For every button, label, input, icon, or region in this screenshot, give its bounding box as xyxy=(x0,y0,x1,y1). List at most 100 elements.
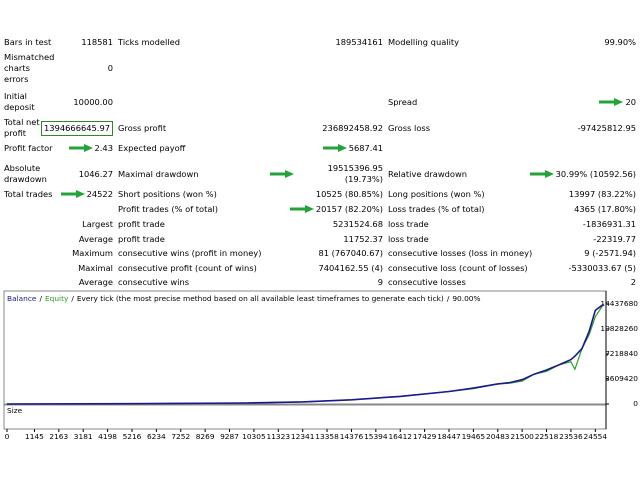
report-row: Total trades 24522 Short positions (won %)… xyxy=(0,187,640,201)
plot-frame xyxy=(3,290,607,405)
report-row: Absolute drawdown 1046.27 Maximal drawdown… xyxy=(0,160,640,188)
report-value: 2.43 xyxy=(56,141,113,155)
cell-text: loss trade xyxy=(388,218,429,229)
x-tick-label: 16412 xyxy=(388,432,412,441)
report-row: Initial deposit 10000.00 Spread 20 xyxy=(0,89,640,115)
cell-text: 118581 xyxy=(81,36,113,47)
cell-text: 236892458.92 xyxy=(322,122,383,133)
cell-text: 99.90% xyxy=(604,36,636,47)
report-label: Mismatched charts errors xyxy=(4,49,56,87)
cell-text: profit trade xyxy=(118,218,165,229)
arrow-icon xyxy=(322,144,347,152)
cell-text: Short positions (won %) xyxy=(118,188,217,199)
cell-text: 10525 (80.85%) xyxy=(315,188,383,199)
report-label: consecutive losses (loss in money) xyxy=(388,246,538,260)
cell-text: Relative drawdown xyxy=(388,168,468,179)
report-value: 81 (767040.67) xyxy=(270,246,383,260)
report-label: profit trade xyxy=(118,232,268,246)
cell-text: consecutive profit (count of wins) xyxy=(118,262,257,273)
report-value: 11752.37 xyxy=(270,232,383,246)
arrow-icon xyxy=(529,170,554,178)
x-tick-label: 24554 xyxy=(584,432,608,441)
report-label: Bars in test xyxy=(4,35,56,49)
cell-text: Gross profit xyxy=(118,122,167,133)
cell-text: Initial deposit xyxy=(4,91,35,112)
report-label: Absolute drawdown xyxy=(4,160,56,188)
x-tick-label: 17429 xyxy=(413,432,437,441)
cell-text: 11752.37 xyxy=(343,233,383,244)
cell-text: 189534161 xyxy=(335,36,383,47)
report-label: Profit trades (% of total) xyxy=(118,202,268,216)
x-tick-label: 20483 xyxy=(486,432,510,441)
x-tick-label: 12341 xyxy=(291,432,315,441)
size-frame xyxy=(3,404,607,430)
report-value: 5687.41 xyxy=(270,141,383,155)
report-row: Average profit trade 11752.37 loss trade -22… xyxy=(0,232,640,246)
arrow-icon xyxy=(68,144,93,152)
report-value: 1394666645.97 xyxy=(41,115,113,141)
cell-text: consecutive losses (loss in money) xyxy=(388,247,533,258)
report-row: Largest profit trade 5231524.68 loss trade -… xyxy=(0,217,640,231)
arrow-icon xyxy=(270,170,294,178)
report-value: 0 xyxy=(56,49,113,87)
report-label: Total trades xyxy=(4,187,56,201)
report-label: consecutive wins (profit in money) xyxy=(118,246,268,260)
cell-text: Profit factor xyxy=(4,142,53,153)
cell-text: 9 (-2571.94) xyxy=(584,247,636,258)
cell-text: 24522 xyxy=(86,188,113,199)
cell-text: Total net profit xyxy=(4,117,40,138)
report-value: 9 xyxy=(270,275,383,289)
report-value: 2 xyxy=(500,275,636,289)
cell-text: consecutive wins (profit in money) xyxy=(118,247,262,258)
report-label: loss trade xyxy=(388,217,538,231)
legend-sep: / xyxy=(39,294,42,303)
x-tick-label: 7252 xyxy=(171,432,190,441)
report-value: 19515396.95 (19.73%) xyxy=(270,160,383,188)
report-value: 10525 (80.85%) xyxy=(270,187,383,201)
legend-equity: Equity xyxy=(45,294,69,303)
cell-text: 5687.41 xyxy=(348,142,383,153)
report-row: Average consecutive wins 9 consecutive loss… xyxy=(0,275,640,289)
report-value: 20157 (82.20%) xyxy=(270,202,383,216)
cell-text: Average xyxy=(78,276,113,287)
x-tick-label: 11323 xyxy=(267,432,291,441)
report-value: 5231524.68 xyxy=(270,217,383,231)
x-tick-label: 19465 xyxy=(462,432,486,441)
report-label: Average xyxy=(4,232,113,246)
report-label: Maximal drawdown xyxy=(118,160,268,188)
cell-text: consecutive losses xyxy=(388,276,466,287)
cell-text: 2.43 xyxy=(94,142,113,153)
x-tick-label: 5216 xyxy=(123,432,142,441)
report-label: loss trade xyxy=(388,232,538,246)
report-label: Modelling quality xyxy=(388,35,538,49)
report-value: 9 (-2571.94) xyxy=(500,246,636,260)
x-tick-label: 9287 xyxy=(220,432,239,441)
cell-text: Mismatched charts errors xyxy=(4,51,55,84)
cell-text: Loss trades (% of total) xyxy=(388,203,485,214)
cell-text: 20157 (82.20%) xyxy=(315,203,383,214)
report-value: -97425812.95 xyxy=(500,115,636,141)
cell-text: Maximal xyxy=(78,262,113,273)
x-tick-label: 4198 xyxy=(98,432,117,441)
x-tick-label: 10305 xyxy=(242,432,266,441)
report-label: Total net profit xyxy=(4,115,56,141)
cell-text: 4365 (17.80%) xyxy=(574,203,636,214)
y-tick-label: 0 xyxy=(633,399,638,408)
x-tick-label: 15394 xyxy=(364,432,388,441)
report-label: Expected payoff xyxy=(118,141,268,155)
report-row: Maximum consecutive wins (profit in money… xyxy=(0,246,640,260)
arrow-icon xyxy=(289,205,314,213)
cell-text: Absolute drawdown xyxy=(4,163,47,184)
report-value: 4365 (17.80%) xyxy=(500,202,636,216)
y-tick-label: 10828260 xyxy=(600,324,638,333)
report-value: -5330033.67 (5) xyxy=(500,261,636,275)
report-value: 118581 xyxy=(56,35,113,49)
cell-text: -5330033.67 (5) xyxy=(568,262,636,273)
report-label: consecutive profit (count of wins) xyxy=(118,261,268,275)
report-label: Spread xyxy=(388,89,538,115)
x-tick-label: 0 xyxy=(5,432,10,441)
x-tick-label: 22518 xyxy=(535,432,559,441)
report-value: 24522 xyxy=(56,187,113,201)
report-value: 7404162.55 (4) xyxy=(270,261,383,275)
